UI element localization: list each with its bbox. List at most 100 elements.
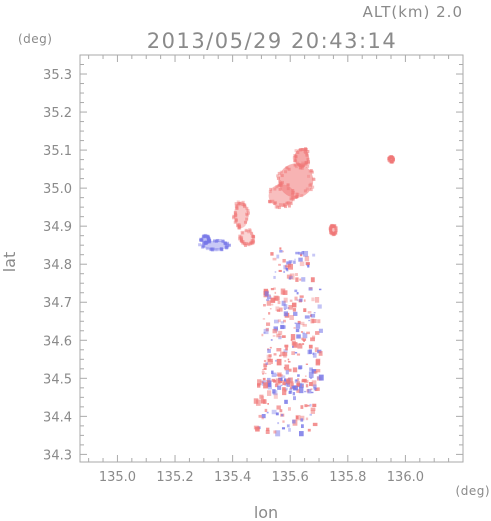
echo-speckle	[282, 258, 286, 263]
echo-region-1-edge	[283, 205, 287, 209]
echo-speckle	[309, 367, 313, 371]
echo-speckle	[266, 300, 272, 306]
echo-speckle	[298, 365, 303, 370]
echo-speckle	[271, 303, 274, 306]
echo-speckle	[300, 331, 303, 333]
echo-region-7-edge	[333, 224, 337, 228]
echo-speckle	[275, 430, 281, 437]
echo-speckle	[295, 251, 300, 255]
echo-region-0-edge	[309, 188, 313, 192]
echo-speckle	[317, 304, 322, 309]
echo-speckle	[300, 418, 304, 422]
echo-speckle	[263, 382, 269, 389]
echo-speckle	[275, 306, 280, 311]
echo-region-0-edge	[295, 192, 299, 196]
echo-speckle	[300, 424, 304, 429]
echo-speckle	[262, 369, 264, 371]
echo-speckle	[263, 363, 268, 368]
echo-region-4-edge	[248, 229, 252, 233]
echo-speckle	[292, 367, 298, 373]
echo-speckle	[294, 296, 298, 301]
echo-region-5-edge	[225, 244, 229, 248]
echo-speckle	[284, 344, 289, 348]
echo-speckle	[299, 295, 304, 298]
echo-speckle	[274, 271, 277, 273]
echo-region-1-edge	[294, 195, 298, 199]
echo-region-1-edge	[268, 190, 272, 194]
echo-speckle	[318, 288, 322, 291]
echo-speckle	[280, 375, 286, 379]
echo-speckle	[311, 380, 317, 387]
echo-speckle	[283, 297, 288, 303]
echo-region-0-edge	[277, 171, 281, 175]
echo-region-4-edge	[239, 236, 243, 240]
echo-region-3-edge	[232, 214, 236, 218]
echo-speckle	[309, 413, 312, 416]
echo-region-7-edge	[332, 224, 336, 228]
echo-region-0-edge	[311, 185, 315, 189]
echo-region-5-edge	[216, 238, 220, 242]
echo-region-1-edge	[289, 202, 293, 206]
echo-speckle	[294, 258, 296, 261]
echo-speckle	[283, 311, 289, 317]
echo-speckle	[308, 287, 313, 291]
echo-speckle	[286, 382, 290, 388]
echo-speckle	[260, 380, 264, 383]
echo-region-3-edge	[241, 200, 245, 204]
echo-speckle	[288, 390, 292, 394]
echo-region-1-edge	[277, 206, 281, 210]
echo-speckle	[277, 319, 281, 323]
echo-speckle	[283, 319, 286, 323]
echo-speckle	[290, 382, 294, 386]
echo-speckle	[310, 313, 316, 318]
echo-speckle	[303, 250, 309, 257]
echo-region-3-edge	[236, 200, 240, 204]
echo-region-3-edge	[234, 204, 238, 208]
echo-speckle	[295, 386, 298, 388]
echo-region-3-edge	[236, 224, 240, 228]
echo-speckle	[271, 409, 277, 415]
echo-region-1-edge	[291, 191, 295, 195]
echo-speckle	[311, 335, 316, 339]
echo-speckle	[276, 358, 282, 366]
echo-speckle	[313, 386, 317, 391]
echo-speckle	[262, 382, 264, 384]
y-tick-label: 34.3	[43, 448, 72, 463]
echo-region-1-edge	[286, 187, 290, 191]
echo-speckle	[292, 308, 297, 312]
echo-speckle	[309, 403, 312, 407]
echo-speckle	[299, 298, 303, 302]
echo-region-6-edge	[206, 234, 210, 238]
echo-region-0-edge	[300, 166, 304, 170]
echo-speckle	[262, 372, 264, 375]
echo-speckle	[281, 427, 286, 430]
echo-speckle	[260, 399, 266, 404]
echo-speckle	[276, 372, 282, 377]
echo-speckle	[288, 428, 291, 432]
echo-region-2-edge	[304, 147, 308, 151]
echo-speckle	[276, 374, 279, 376]
echo-speckle	[317, 319, 321, 324]
echo-region-5-edge	[209, 248, 213, 252]
echo-speckle	[281, 300, 286, 306]
echo-speckle	[270, 339, 273, 341]
chart-title: 2013/05/29 20:43:14	[147, 29, 398, 53]
echo-speckle	[310, 277, 315, 283]
echo-speckle	[284, 364, 290, 371]
echo-region-8-edge	[391, 157, 395, 161]
echo-speckle	[263, 303, 266, 307]
echo-speckle	[276, 309, 280, 312]
echo-speckle	[269, 308, 272, 310]
echo-speckle	[284, 308, 286, 310]
echo-speckle	[277, 373, 282, 377]
echo-speckle	[304, 390, 307, 393]
echo-speckle	[310, 407, 316, 412]
echo-speckle	[302, 323, 307, 327]
y-unit-label: (deg)	[18, 32, 52, 46]
echo-speckle	[267, 296, 272, 300]
echo-speckle	[296, 292, 299, 295]
echo-region-0-edge	[276, 174, 280, 178]
plot-data-area	[198, 147, 395, 437]
echo-region-3-edge	[234, 219, 238, 223]
echo-speckle	[274, 383, 279, 388]
